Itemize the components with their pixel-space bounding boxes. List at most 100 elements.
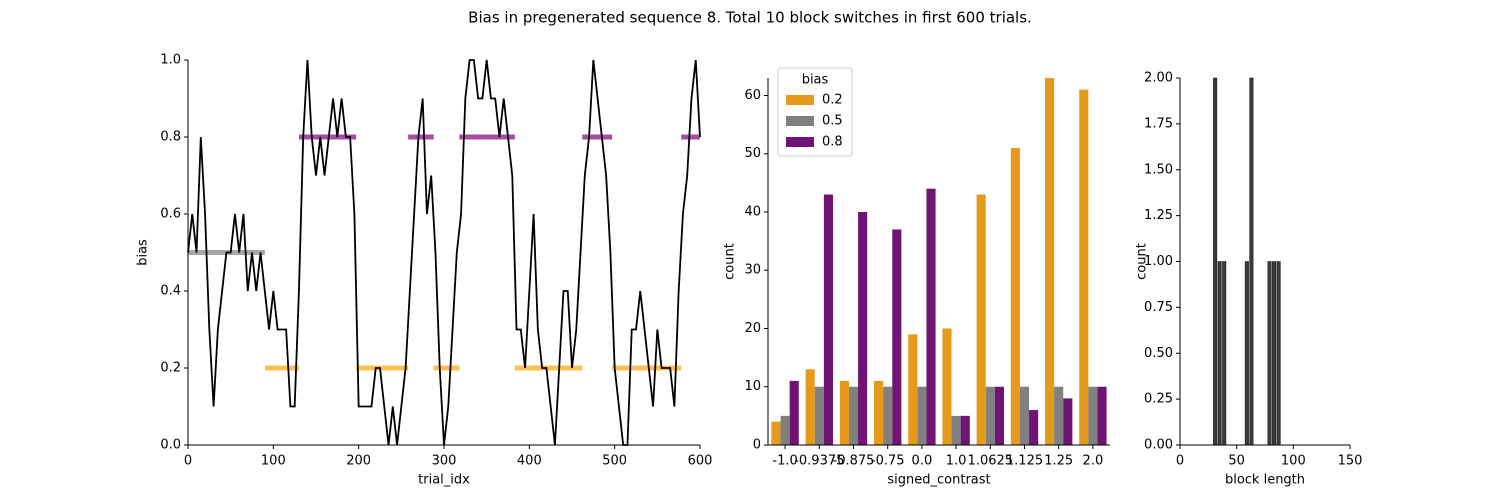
bar: [960, 415, 970, 445]
subplot: 0.00 0.25 0.50 0.75 1.00 1.25 1.50 1.75 2.00 0 50 1…: [1135, 71, 1363, 488]
legend-swatch: [786, 137, 814, 147]
x-tick-label: 1.125: [1006, 454, 1043, 469]
y-tick-label: 50: [744, 146, 761, 161]
y-tick-label: 30: [744, 263, 761, 278]
histogram-bar: [1217, 261, 1222, 446]
histogram-bar: [1222, 261, 1227, 446]
subplot: 0.0 0.2 0.4 0.6 0.8 1.0 0 100 200 300 400 500 600 tri…: [136, 53, 713, 488]
bar: [976, 194, 986, 445]
histogram-bar: [1267, 261, 1272, 446]
bar: [1045, 78, 1055, 445]
x-tick-label: 400: [517, 454, 542, 469]
histogram-bar: [1276, 261, 1281, 446]
y-tick-label: 1.75: [1144, 116, 1173, 131]
x-tick-label: 100: [1281, 454, 1306, 469]
legend-title: bias: [802, 73, 829, 88]
x-tick-label: 0: [184, 454, 192, 469]
bar: [1010, 147, 1020, 445]
bar: [1019, 386, 1030, 445]
x-axis-label: trial_idx: [418, 473, 470, 488]
y-tick-label: 0.8: [160, 130, 181, 145]
legend-label: 0.5: [822, 114, 843, 129]
x-tick-label: 0: [1176, 454, 1184, 469]
bar: [814, 386, 824, 445]
bar: [883, 386, 893, 445]
histogram-bar: [1244, 261, 1249, 446]
bar: [874, 380, 884, 445]
y-tick-label: 0.25: [1144, 392, 1173, 407]
x-tick-label: 500: [602, 454, 627, 469]
y-tick-label: 0: [753, 438, 761, 453]
histogram-bar: [1272, 261, 1277, 446]
y-tick-label: 1.25: [1144, 208, 1173, 223]
y-tick-label: 1.0: [160, 53, 181, 68]
bar: [1063, 398, 1073, 445]
bar: [839, 380, 849, 445]
x-tick-label: 1.0625: [968, 454, 1014, 469]
bar: [805, 369, 815, 445]
bar: [1054, 386, 1064, 445]
y-tick-label: 0.4: [160, 284, 181, 299]
x-axis-label: block length: [1225, 473, 1305, 488]
bar: [951, 415, 961, 445]
bar: [1029, 410, 1039, 445]
x-tick-label: 1.25: [1044, 454, 1073, 469]
y-tick-label: 1.00: [1144, 254, 1173, 269]
bar: [908, 334, 918, 445]
x-tick-label: 100: [261, 454, 286, 469]
y-tick-label: 0.00: [1144, 438, 1173, 453]
legend-swatch: [786, 116, 814, 126]
figure-title: Bias in pregenerated sequence 8. Total 1…: [468, 9, 1032, 27]
bar: [1097, 386, 1107, 445]
y-axis-label: count: [1135, 243, 1150, 280]
bar: [1079, 89, 1089, 446]
x-tick-label: 200: [346, 454, 371, 469]
x-tick-label: -1.0: [772, 454, 797, 469]
y-axis-label: bias: [136, 239, 151, 266]
x-tick-label: 150: [1338, 454, 1363, 469]
bar: [942, 328, 952, 445]
y-tick-label: 0.2: [160, 361, 181, 376]
legend-swatch: [786, 95, 814, 105]
x-tick-label: 1.0: [946, 454, 967, 469]
bar: [985, 386, 995, 445]
x-tick-label: -0.75: [871, 454, 905, 469]
x-tick-label: 2.0: [1083, 454, 1104, 469]
legend-label: 0.2: [822, 93, 843, 108]
bar: [994, 386, 1004, 445]
x-tick-label: 600: [688, 454, 713, 469]
bar: [780, 415, 790, 445]
x-tick-label: -0.9375: [794, 454, 844, 469]
y-tick-label: 0.6: [160, 207, 181, 222]
bar: [926, 188, 936, 445]
legend-label: 0.8: [822, 135, 843, 150]
subplot: 0102030405060signed_contrastcount-1.0-0.…: [723, 67, 1110, 488]
y-tick-label: 0.50: [1144, 346, 1173, 361]
x-tick-label: -0.875: [833, 454, 875, 469]
y-tick-label: 0.0: [160, 438, 181, 453]
bar: [789, 380, 799, 445]
bar: [917, 386, 927, 445]
histogram-bar: [1249, 77, 1254, 446]
x-tick-label: 50: [1228, 454, 1245, 469]
bar: [771, 421, 781, 445]
y-tick-label: 20: [744, 321, 761, 336]
x-tick-label: 300: [432, 454, 457, 469]
y-tick-label: 40: [744, 204, 761, 219]
y-tick-label: 0.75: [1144, 300, 1173, 315]
legend-box: [777, 67, 853, 157]
bar: [892, 229, 902, 445]
bar: [848, 386, 859, 445]
y-tick-label: 60: [744, 88, 761, 103]
x-axis-label: signed_contrast: [887, 473, 990, 488]
x-tick-label: 0.0: [912, 454, 933, 469]
bar: [858, 211, 868, 445]
y-axis-label: count: [723, 243, 738, 280]
bar: [823, 194, 833, 445]
bar: [1088, 386, 1098, 445]
histogram-bar: [1213, 77, 1218, 446]
y-tick-label: 2.00: [1144, 71, 1173, 86]
y-tick-label: 1.50: [1144, 162, 1173, 177]
y-tick-label: 10: [744, 379, 761, 394]
